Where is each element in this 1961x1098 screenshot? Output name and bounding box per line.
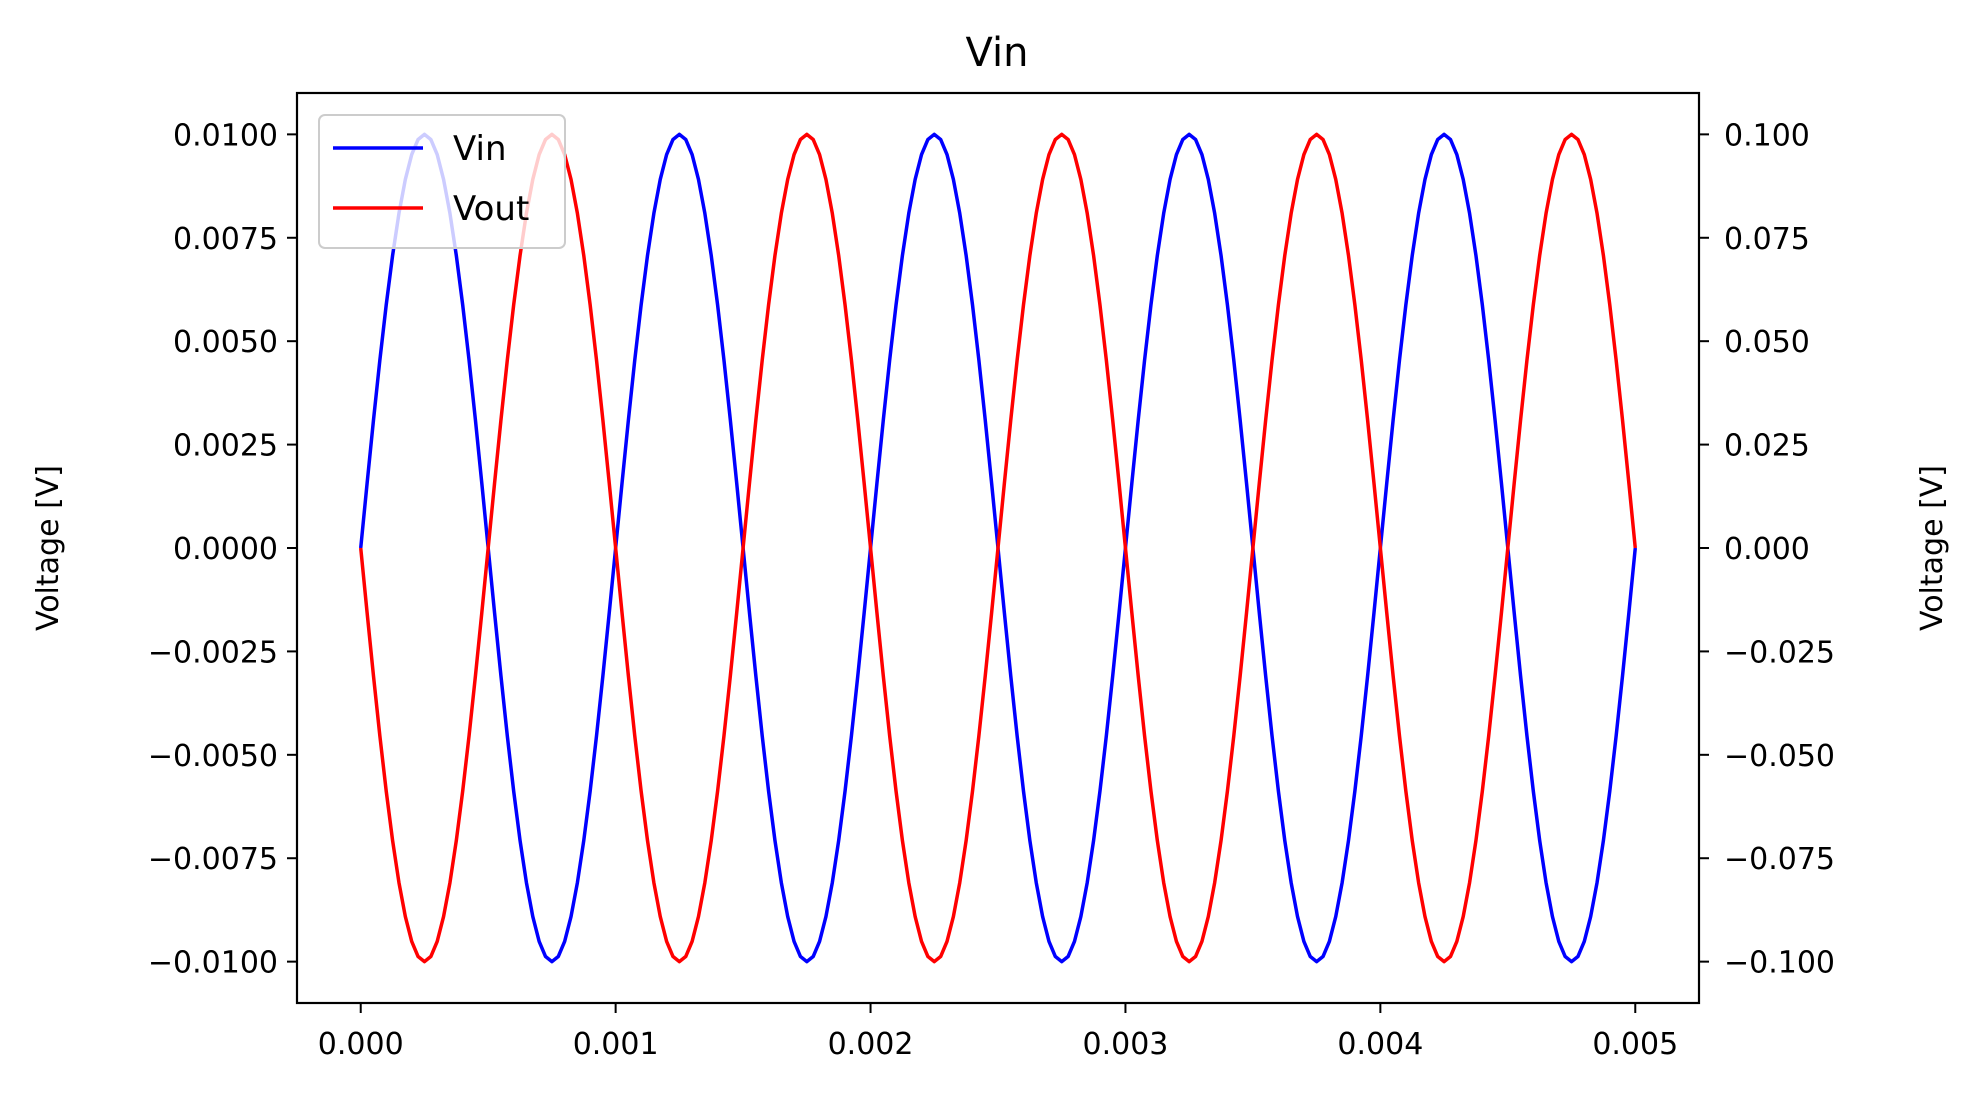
y-axis-right-title: Voltage [V] [1915,465,1950,631]
series-layer [358,132,1638,964]
y-right-tick-label: −0.100 [1724,946,1835,981]
x-tick-label: 0.003 [1083,1027,1169,1062]
y-left-tick-label: −0.0050 [148,739,278,774]
y-left-tick-label: 0.0075 [173,222,278,257]
legend-label-vout: Vout [453,189,529,229]
y-axis-left-title: Voltage [V] [31,465,66,631]
y-left-tick-label: 0.0100 [173,118,278,153]
y-right-tick-label: −0.050 [1724,739,1835,774]
y-right-tick-label: 0.000 [1724,532,1810,567]
chart-title: Vin [966,30,1029,76]
y-right-tick-label: −0.075 [1724,842,1835,877]
y-right-tick-label: 0.050 [1724,325,1810,360]
y-axis-right: 0.100 0.075 0.050 0.025 0.000 −0.025 −0.050 −0.… [1699,118,1835,981]
series-line-vout [358,132,1638,964]
y-left-tick-label: 0.0050 [173,325,278,360]
x-tick-label: 0.005 [1592,1027,1678,1062]
y-left-tick-label: −0.0075 [148,842,278,877]
y-axis-left: 0.0100 0.0075 0.0050 0.0025 0.0000 −0.0025 −0.… [148,118,297,981]
legend: Vin Vout [318,114,566,249]
y-left-tick-label: 0.0025 [173,429,278,464]
x-tick-label: 0.001 [573,1027,659,1062]
y-left-tick-label: −0.0100 [148,946,278,981]
x-axis: 0.000 0.001 0.002 0.003 0.004 0.005 [318,1003,1678,1062]
y-left-tick-label: −0.0025 [148,635,278,670]
x-tick-label: 0.000 [318,1027,404,1062]
y-right-tick-label: 0.100 [1724,118,1810,153]
y-right-tick-label: 0.025 [1724,429,1810,464]
y-right-tick-label: −0.025 [1724,635,1835,670]
y-right-tick-label: 0.075 [1724,222,1810,257]
x-tick-label: 0.004 [1337,1027,1423,1062]
legend-label-vin: Vin [453,129,507,169]
y-left-tick-label: 0.0000 [173,532,278,567]
x-tick-label: 0.002 [828,1027,914,1062]
